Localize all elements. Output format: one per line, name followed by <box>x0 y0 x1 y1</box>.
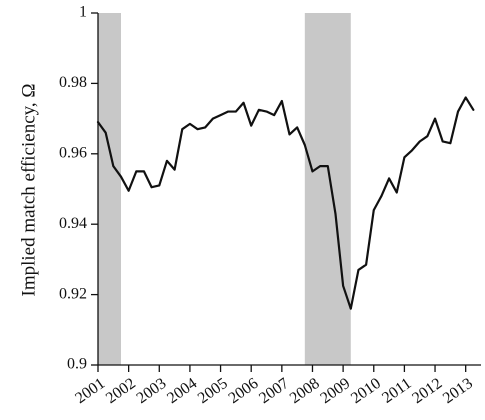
data-point <box>212 117 214 120</box>
x-tick-label: 2004 <box>164 375 200 407</box>
data-point <box>127 189 130 192</box>
shaded-period-1 <box>98 13 121 365</box>
y-tick-label: 0.96 <box>59 144 87 161</box>
data-point <box>281 100 283 102</box>
data-point <box>426 135 429 137</box>
data-point <box>196 128 199 130</box>
data-point <box>158 184 161 187</box>
series-points-1 <box>97 96 475 310</box>
data-point <box>472 109 475 111</box>
data-point <box>418 140 421 143</box>
y-tick-label: 0.98 <box>59 74 87 91</box>
x-tick-label: 2005 <box>195 375 231 407</box>
data-point <box>242 101 245 104</box>
data-point <box>441 140 444 143</box>
data-point <box>288 133 291 136</box>
data-point <box>227 110 230 113</box>
y-tick-label: 0.92 <box>59 285 87 302</box>
data-point <box>319 165 321 167</box>
data-point <box>143 170 145 173</box>
y-tick-label: 0.9 <box>67 356 87 373</box>
y-tick-label: 0.94 <box>59 215 87 232</box>
data-point <box>357 269 360 271</box>
x-tick-label: 2003 <box>134 375 170 407</box>
x-tick-label: 2002 <box>103 375 139 407</box>
data-point <box>327 165 329 167</box>
data-point <box>411 149 413 152</box>
data-point <box>150 186 153 189</box>
data-point <box>181 128 184 130</box>
data-point <box>464 96 467 99</box>
shaded-period-2 <box>304 13 351 365</box>
data-point <box>388 177 390 180</box>
recession-shading <box>98 13 351 365</box>
y-tick-label: 1 <box>79 4 87 21</box>
series-line-1 <box>96 96 475 310</box>
data-point <box>365 263 367 266</box>
data-point <box>434 117 436 120</box>
data-point <box>311 170 314 173</box>
data-point <box>334 212 337 215</box>
data-point <box>395 191 398 194</box>
data-point <box>372 209 375 211</box>
data-point <box>135 170 138 173</box>
data-point <box>189 123 191 125</box>
data-point <box>349 307 352 310</box>
data-point <box>265 110 268 113</box>
data-point <box>457 110 459 113</box>
x-tick-label: 2010 <box>348 375 384 407</box>
data-point <box>342 285 344 287</box>
data-point <box>258 109 260 111</box>
data-point <box>304 144 306 146</box>
data-point <box>250 124 252 127</box>
data-point <box>449 142 452 145</box>
data-point <box>204 126 207 129</box>
x-tick-label: 2013 <box>440 375 476 407</box>
data-point <box>173 168 176 171</box>
data-point <box>296 126 298 129</box>
data-point <box>166 160 168 162</box>
x-tick-label: 2012 <box>409 375 445 407</box>
x-tick-label: 2001 <box>72 375 108 407</box>
x-tick-label: 2007 <box>256 375 292 407</box>
x-tick-label: 2008 <box>287 375 323 407</box>
data-point <box>380 195 383 197</box>
data-point <box>104 131 107 134</box>
x-tick-label: 2006 <box>225 375 261 407</box>
y-axis-title: Implied match efficiency, Ω <box>18 83 39 296</box>
x-tick-label: 2009 <box>317 375 353 407</box>
data-point <box>235 110 237 113</box>
series-layer <box>96 96 475 310</box>
data-point <box>403 156 406 159</box>
x-tick-label: 2011 <box>379 375 414 407</box>
data-point <box>273 114 275 116</box>
data-point <box>120 175 122 178</box>
data-point <box>219 114 222 116</box>
data-point <box>112 165 115 167</box>
axes: 0.9 0.92 0.94 0.96 0.98 1 20012002200320042005… <box>59 4 481 407</box>
